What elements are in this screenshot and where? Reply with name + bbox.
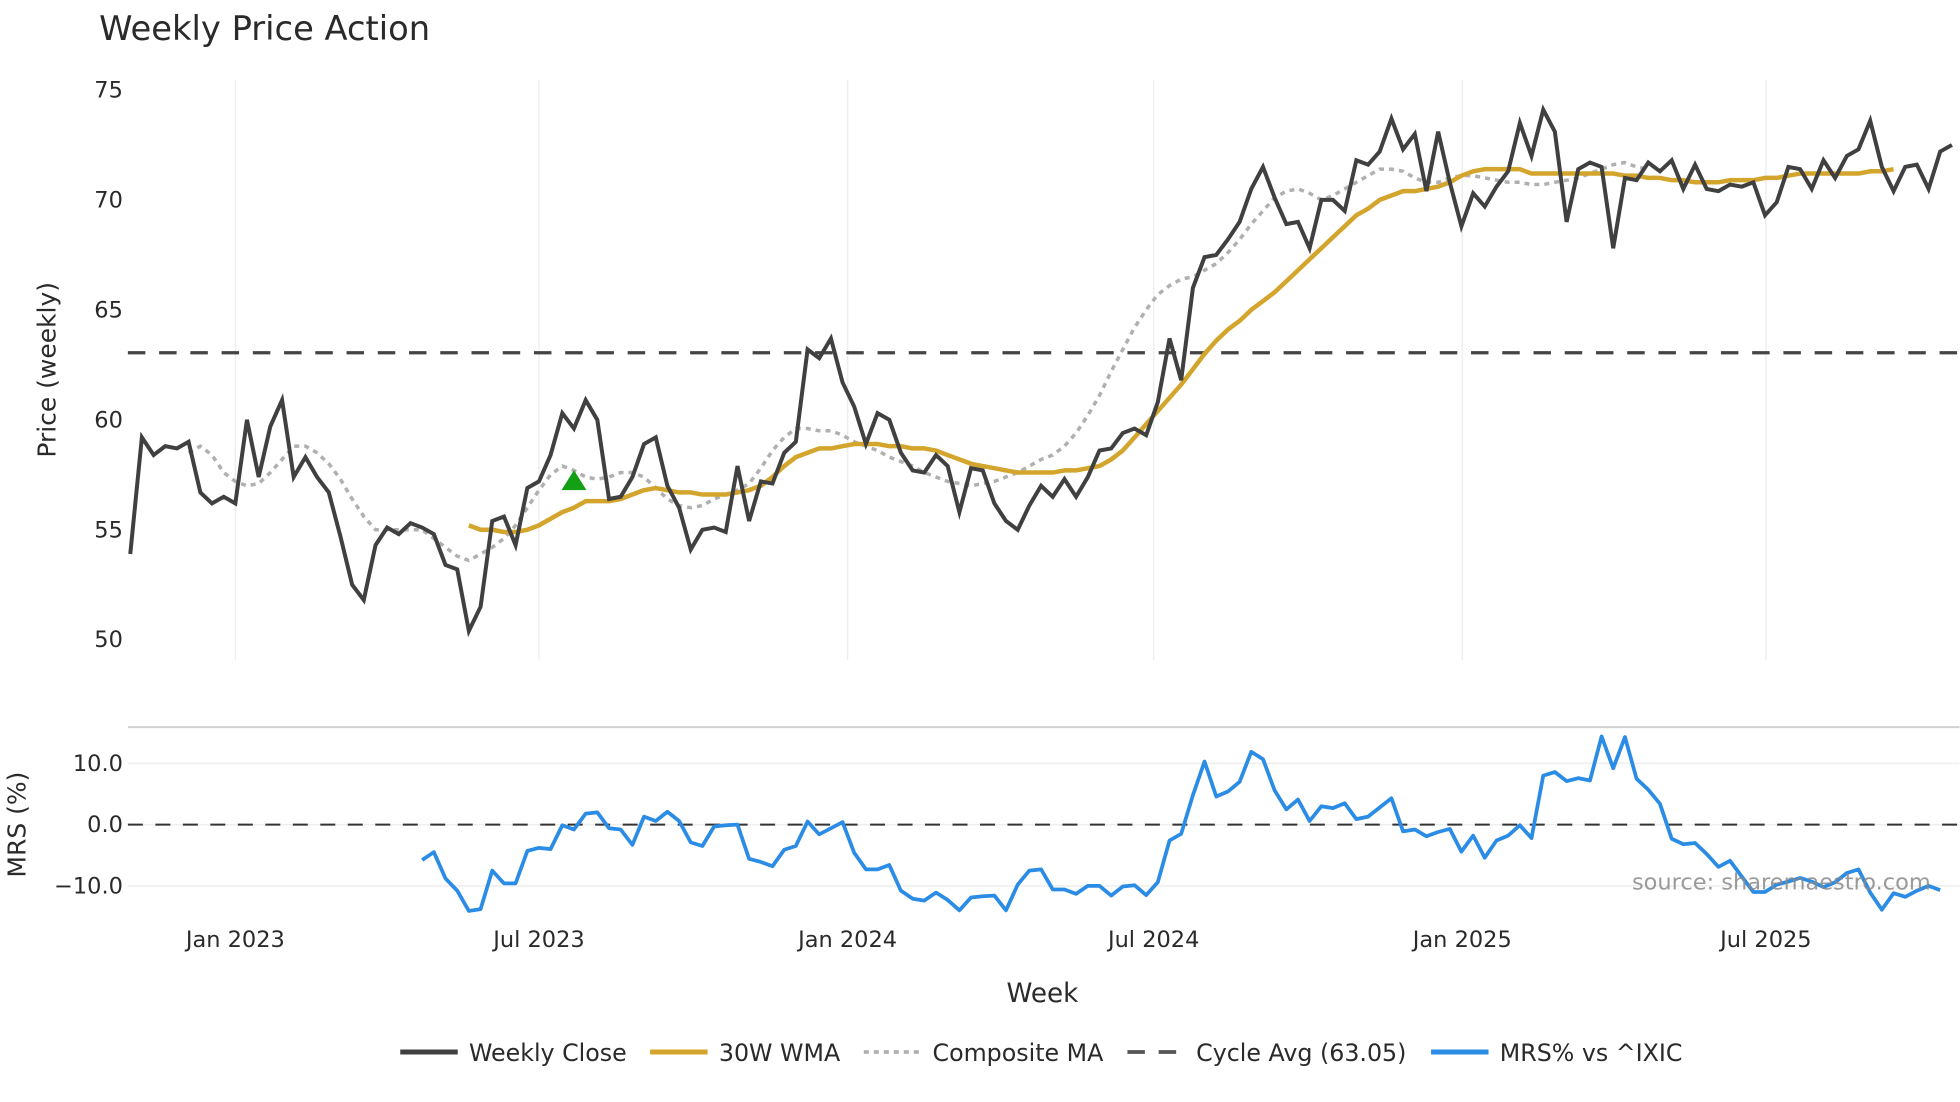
x-tick-jan-2024: Jan 2024: [796, 927, 897, 953]
legend-item-weekly-close[interactable]: Weekly Close: [400, 1039, 627, 1067]
legend-item-30w-wma[interactable]: 30W WMA: [650, 1039, 841, 1067]
wma-30w-line: [468, 166, 1894, 535]
y-tick-50: 50: [94, 627, 123, 653]
mrs-y-axis-label: MRS (%): [2, 772, 31, 878]
y-tick-70: 70: [94, 187, 123, 213]
buy-signal-triangle-icon: [561, 470, 587, 491]
weekly-close-line: [128, 104, 1953, 638]
y-tick-60: 60: [94, 407, 123, 433]
x-tick-jan-2025: Jan 2025: [1411, 927, 1512, 953]
y-tick-65: 65: [94, 297, 123, 323]
x-axis-label: Week: [1007, 979, 1080, 1009]
legend-label-cycle-avg: Cycle Avg (63.05): [1196, 1039, 1406, 1067]
legend-label-30w-wma: 30W WMA: [719, 1039, 841, 1067]
price-y-axis-label: Price (weekly): [32, 282, 61, 458]
legend-item-cycle-avg[interactable]: Cycle Avg (63.05): [1127, 1039, 1406, 1067]
legend-label-composite-ma: Composite MA: [933, 1039, 1105, 1067]
price-y-ticks: 75 70 65 60 55 50: [94, 77, 123, 653]
legend-item-mrs[interactable]: MRS% vs ^IXIC: [1431, 1039, 1682, 1067]
x-axis-ticks: Jan 2023 Jul 2023 Jan 2024 Jul 2024 Jan …: [184, 927, 1812, 953]
price-panel: 75 70 65 60 55 50 Price (weekly): [32, 77, 1960, 660]
mrs-tick-neg10: −10.0: [54, 873, 123, 899]
x-tick-jul-2024: Jul 2024: [1106, 927, 1199, 953]
y-tick-75: 75: [94, 77, 123, 103]
x-tick-jul-2025: Jul 2025: [1718, 927, 1811, 953]
y-tick-55: 55: [94, 517, 123, 543]
legend-item-composite-ma[interactable]: Composite MA: [863, 1039, 1105, 1067]
chart-title: Weekly Price Action: [99, 9, 430, 48]
legend-label-weekly-close: Weekly Close: [469, 1039, 627, 1067]
price-vertical-gridlines: [234, 79, 1767, 660]
mrs-line: [421, 734, 1941, 913]
mrs-tick-0: 0.0: [87, 812, 123, 838]
mrs-tick-10: 10.0: [73, 751, 123, 777]
source-watermark: source: sharemaestro.com: [1632, 870, 1931, 896]
legend: Weekly Close 30W WMA Composite MA Cycle …: [400, 1039, 1682, 1067]
legend-label-mrs: MRS% vs ^IXIC: [1500, 1039, 1683, 1067]
mrs-panel: 10.0 0.0 −10.0 MRS (%) source: sharemaes…: [2, 726, 1960, 913]
mrs-y-ticks: 10.0 0.0 −10.0: [54, 751, 123, 899]
composite-ma-line: [187, 160, 1649, 563]
x-tick-jul-2023: Jul 2023: [491, 927, 584, 953]
x-tick-jan-2023: Jan 2023: [184, 927, 285, 953]
